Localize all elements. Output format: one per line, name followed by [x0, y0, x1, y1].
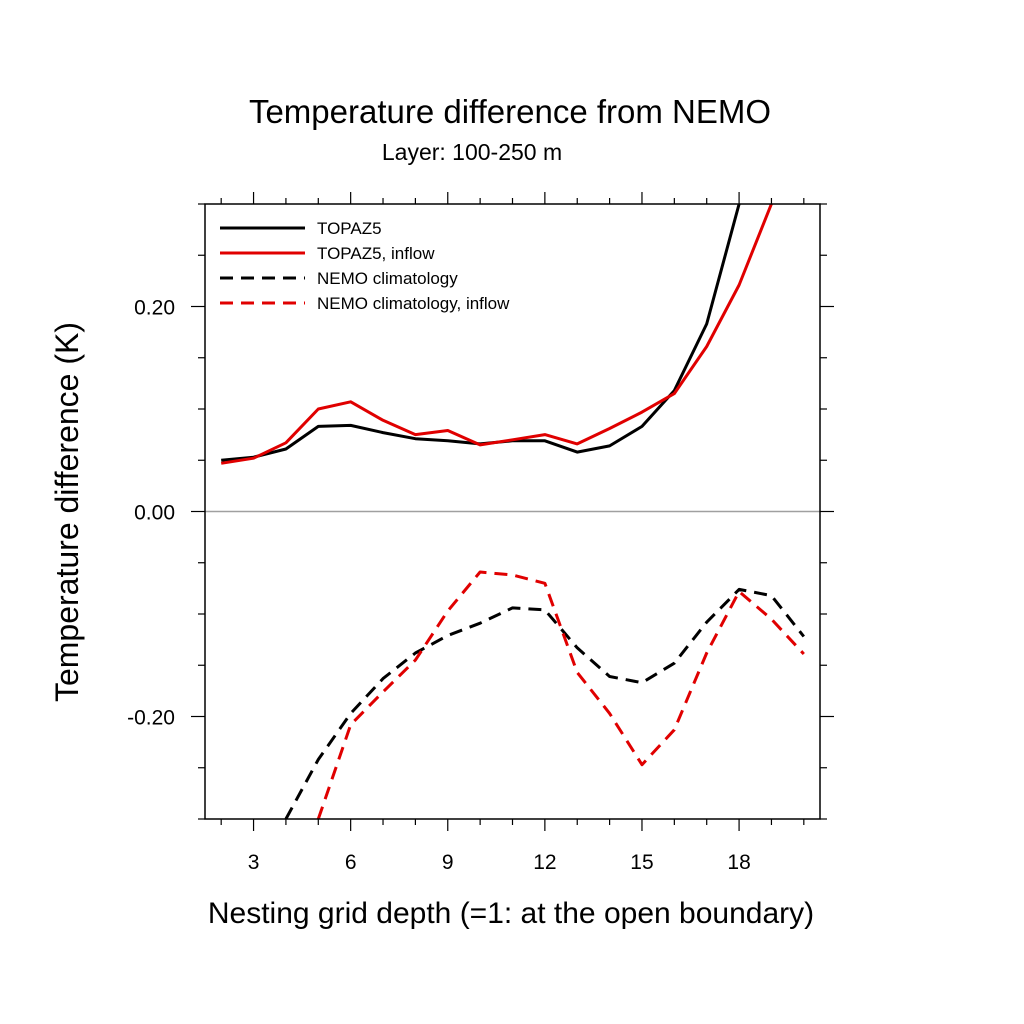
legend-label-1: TOPAZ5 [317, 219, 382, 238]
legend-label-2: TOPAZ5, inflow [317, 244, 435, 263]
series-line-2 [220, 204, 773, 465]
x-tick-label: 9 [442, 851, 454, 874]
series-line-3 [284, 587, 805, 819]
series-line-1 [221, 204, 741, 462]
x-tick-label: 18 [727, 851, 750, 874]
series-layer [220, 204, 805, 819]
chart-title: Temperature difference from NEMO [249, 93, 771, 130]
y-tick-label: 0.00 [134, 502, 175, 525]
x-tick-label: 12 [533, 851, 556, 874]
x-tick-label: 15 [630, 851, 653, 874]
y-tick-label: 0.20 [134, 297, 175, 320]
x-tick-label: 6 [345, 851, 357, 874]
x-axis-label: Nesting grid depth (=1: at the open boun… [208, 897, 814, 930]
axes: 3 6 9 12 15 18 -0.20 0.00 0.20 [127, 192, 834, 874]
y-axis-label: Temperature difference (K) [49, 322, 85, 702]
legend-label-4: NEMO climatology, inflow [317, 294, 510, 313]
legend: TOPAZ5 TOPAZ5, inflow NEMO climatology NEMO… [220, 219, 510, 313]
legend-label-3: NEMO climatology [317, 269, 458, 288]
y-tick-label: -0.20 [127, 707, 175, 730]
chart-subtitle: Layer: 100-250 m [382, 139, 562, 165]
series-line-4 [316, 570, 805, 819]
x-tick-label: 3 [248, 851, 260, 874]
